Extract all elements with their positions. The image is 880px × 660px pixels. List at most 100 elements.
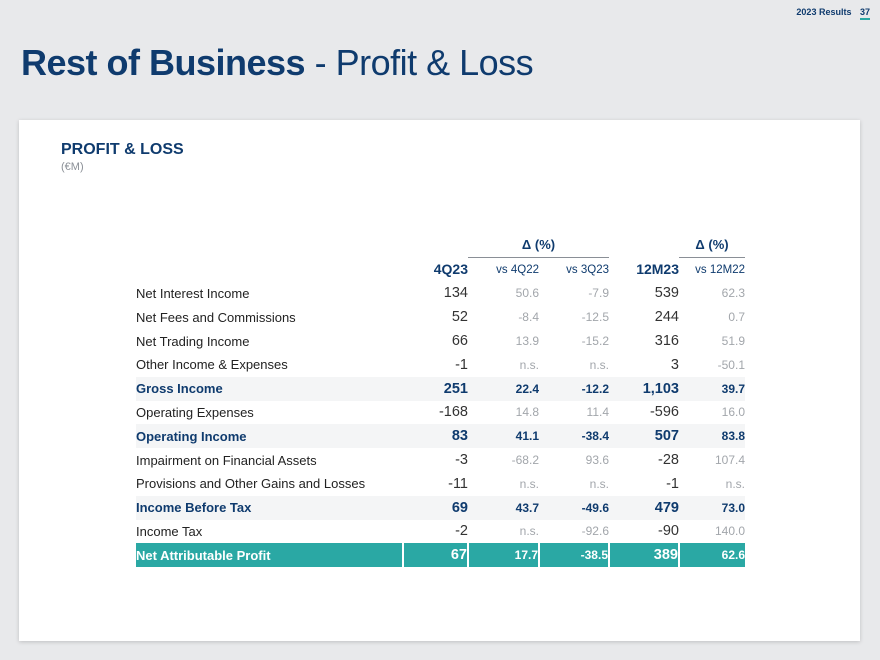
row-label: Operating Expenses [136, 404, 254, 420]
value-4q23: -3 [455, 452, 468, 469]
value-vs-4q22: 22.4 [468, 376, 539, 401]
value-vs-12m22: 51.9 [721, 334, 745, 349]
slide-title-light: - Profit & Loss [305, 42, 534, 83]
value-4q23: 52 [451, 309, 468, 326]
value-vs-4q22: 13.9 [515, 334, 539, 349]
value-vs-12m22: 39.7 [679, 376, 745, 401]
value-4q23: -1 [455, 356, 468, 373]
section-title: PROFIT & LOSS [61, 141, 184, 158]
section-subtitle: (€M) [61, 161, 84, 173]
value-vs-3q23: -12.5 [581, 310, 609, 325]
value-vs-3q23: -49.6 [539, 495, 609, 520]
value-12m23: 316 [654, 333, 679, 350]
value-12m23: 479 [609, 495, 679, 520]
value-vs-3q23: n.s. [589, 476, 609, 491]
value-vs-12m22: -50.1 [717, 357, 745, 372]
table-row: Operating Expenses -168 14.8 11.4 -596 16.0 [136, 401, 745, 425]
value-vs-12m22: 140.0 [714, 524, 745, 539]
value-vs-4q22: n.s. [519, 476, 539, 491]
column-header-row: 4Q23 vs 4Q22 vs 3Q23 12M23 vs 12M22 [136, 257, 745, 281]
value-4q23: -2 [455, 523, 468, 540]
table-row: Income Tax -2 n.s. -92.6 -90 140.0 [136, 520, 745, 544]
row-label: Net Attributable Profit [136, 543, 403, 568]
slide-header: 2023 Results 37 [796, 7, 870, 20]
value-12m23: 389 [608, 543, 679, 568]
row-label: Gross Income [136, 376, 403, 401]
table-row: Net Interest Income 134 50.6 -7.9 539 62.3 [136, 282, 745, 306]
value-vs-3q23: 11.4 [586, 405, 609, 420]
profit-loss-table: Δ (%) Δ (%) 4Q23 vs 4Q22 vs 3Q23 12M23 v… [136, 233, 745, 568]
col-header-vs-4q22: vs 4Q22 [496, 263, 539, 276]
table-row: Impairment on Financial Assets -3 -68.2 93.… [136, 448, 745, 472]
table-row: Provisions and Other Gains and Losses -11… [136, 472, 745, 496]
value-vs-4q22: 43.7 [468, 495, 539, 520]
row-label: Provisions and Other Gains and Losses [136, 476, 366, 492]
value-vs-12m22: 62.6 [678, 543, 745, 568]
value-vs-4q22: 50.6 [515, 286, 539, 301]
delta-year-header: Δ (%) [679, 233, 745, 258]
value-vs-4q22: -68.2 [511, 453, 539, 468]
value-vs-3q23: -38.5 [538, 543, 609, 568]
table-row: Gross Income 251 22.4 -12.2 1,103 39.7 [136, 376, 745, 401]
value-4q23: -168 [438, 404, 468, 421]
value-vs-12m22: 83.8 [679, 424, 745, 449]
value-4q23: 251 [403, 376, 468, 401]
col-header-4q23: 4Q23 [433, 261, 468, 278]
table-row: Other Income & Expenses -1 n.s. n.s. 3 -50.1 [136, 353, 745, 377]
value-vs-3q23: n.s. [589, 357, 609, 372]
row-label: Other Income & Expenses [136, 357, 288, 373]
content-card: PROFIT & LOSS (€M) Δ (%) Δ (%) 4Q23 vs 4… [19, 120, 860, 641]
value-12m23: -28 [658, 452, 679, 469]
row-label: Net Interest Income [136, 285, 250, 301]
value-vs-3q23: -15.2 [581, 334, 609, 349]
col-header-vs-12m22: vs 12M22 [695, 263, 745, 276]
row-label: Income Tax [136, 523, 203, 539]
value-vs-12m22: n.s. [725, 476, 745, 491]
value-4q23: 66 [451, 333, 468, 350]
value-vs-12m22: 0.7 [728, 310, 745, 325]
value-vs-3q23: -38.4 [539, 424, 609, 449]
page-number: 37 [859, 7, 870, 20]
table-row: Operating Income 83 41.1 -38.4 507 83.8 [136, 424, 745, 449]
value-12m23: 244 [654, 309, 679, 326]
value-vs-4q22: 41.1 [468, 424, 539, 449]
row-label: Operating Income [136, 424, 403, 449]
results-label: 2023 Results [796, 7, 852, 17]
value-vs-3q23: 93.6 [585, 453, 609, 468]
row-label: Net Fees and Commissions [136, 309, 296, 325]
delta-header-row: Δ (%) Δ (%) [136, 233, 745, 258]
value-vs-12m22: 16.0 [721, 405, 745, 420]
value-vs-4q22: n.s. [519, 357, 539, 372]
value-12m23: -596 [649, 404, 679, 421]
table-row: Net Trading Income 66 13.9 -15.2 316 51.9 [136, 329, 745, 353]
slide-title-bold: Rest of Business [21, 42, 306, 83]
value-4q23: 69 [403, 495, 468, 520]
value-12m23: 507 [609, 424, 679, 449]
value-vs-4q22: 17.7 [467, 543, 539, 568]
value-vs-12m22: 62.3 [721, 286, 745, 301]
value-4q23: 67 [402, 543, 468, 568]
row-label: Income Before Tax [136, 495, 403, 520]
value-vs-12m22: 73.0 [679, 495, 745, 520]
value-vs-3q23: -92.6 [581, 524, 609, 539]
table-row: Net Attributable Profit 67 17.7 -38.5 389 62.… [136, 543, 745, 568]
value-12m23: 3 [670, 356, 679, 373]
value-12m23: 539 [654, 285, 679, 302]
value-vs-3q23: -12.2 [539, 376, 609, 401]
table-row: Net Fees and Commissions 52 -8.4 -12.5 244 0.… [136, 305, 745, 329]
table-body: Net Interest Income 134 50.6 -7.9 539 62.3 Net… [136, 282, 745, 568]
slide-title: Rest of Business - Profit & Loss [21, 42, 534, 84]
value-4q23: 83 [403, 424, 468, 449]
value-vs-4q22: -8.4 [518, 310, 539, 325]
value-vs-3q23: -7.9 [588, 286, 609, 301]
value-vs-4q22: n.s. [519, 524, 539, 539]
row-label: Impairment on Financial Assets [136, 452, 317, 468]
col-header-12m23: 12M23 [636, 261, 679, 278]
value-vs-12m22: 107.4 [714, 453, 745, 468]
value-vs-4q22: 14.8 [515, 405, 539, 420]
value-12m23: -90 [658, 523, 679, 540]
value-12m23: 1,103 [609, 376, 679, 401]
col-header-vs-3q23: vs 3Q23 [566, 263, 609, 276]
value-4q23: 134 [443, 285, 468, 302]
value-12m23: -1 [666, 475, 679, 492]
